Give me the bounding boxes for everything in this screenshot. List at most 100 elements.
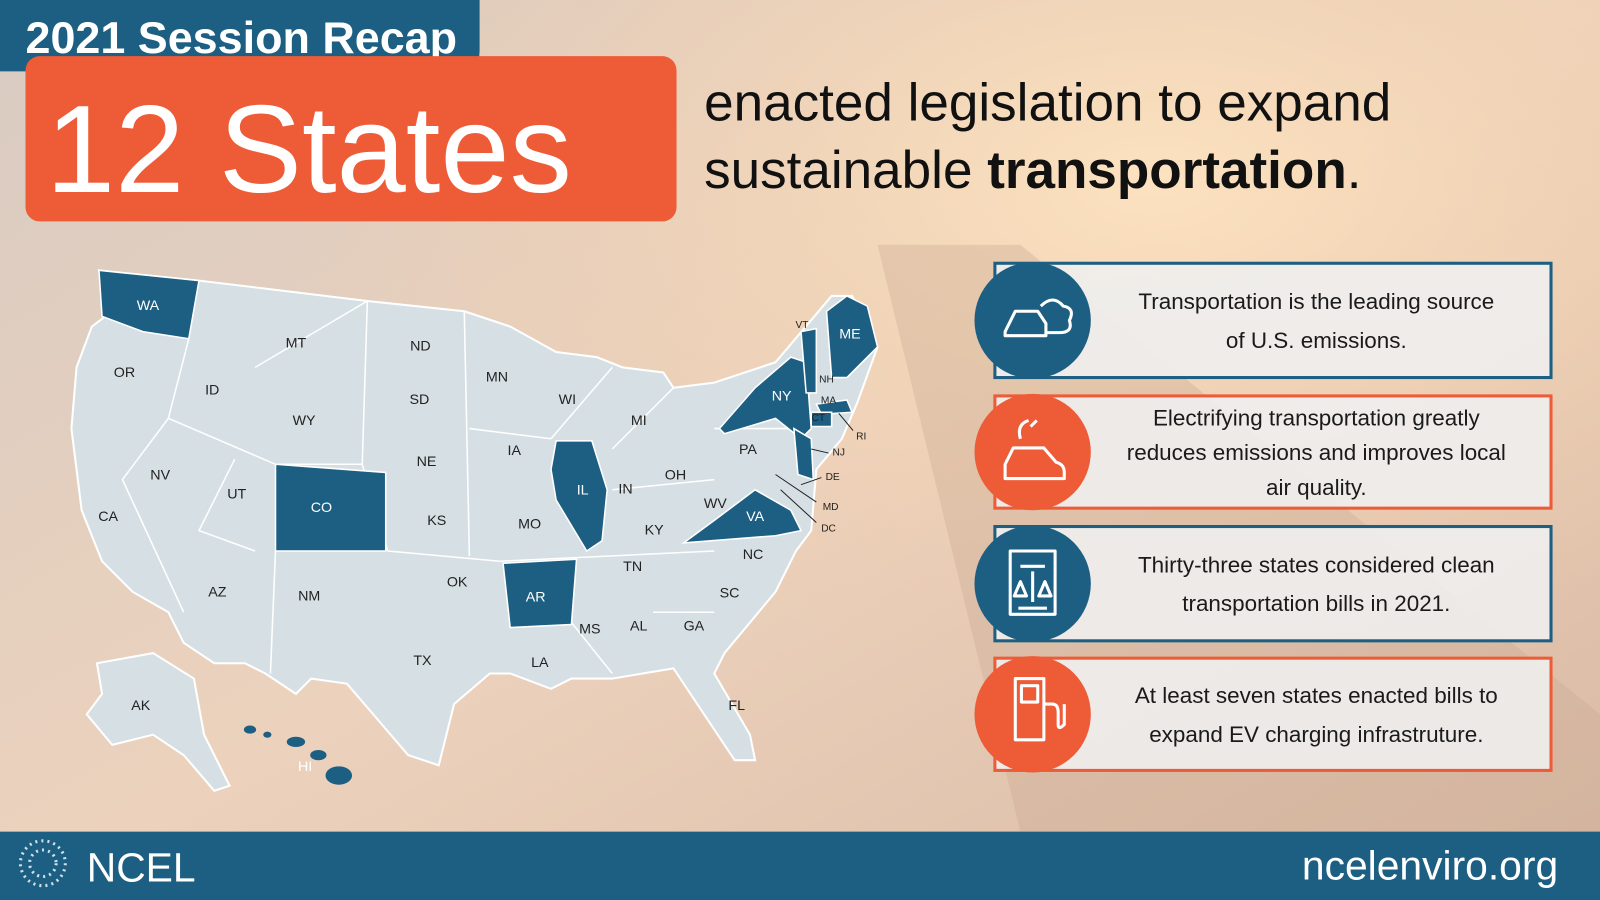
state-shape [243, 725, 257, 734]
state-shape [815, 399, 854, 416]
headline-number: 12 States [46, 80, 572, 219]
state-label: KY [645, 522, 665, 538]
state-label: AL [630, 618, 648, 634]
state-label: MD [823, 502, 839, 513]
state-label: MA [821, 396, 836, 407]
footer-url: ncelenviro.org [1302, 843, 1558, 889]
state-label: IL [577, 483, 589, 499]
state-label: AK [131, 698, 151, 714]
leader-line [775, 474, 817, 503]
state-label: NE [417, 454, 437, 470]
fact-text: Thirty-three states considered clean [1138, 552, 1495, 577]
state-shape [310, 750, 327, 761]
leader-line [838, 412, 854, 431]
state-label: NC [743, 547, 764, 563]
state-label: WY [293, 413, 316, 429]
headline-text: sustainable transportation. [704, 141, 1361, 200]
fact-icon [1008, 549, 1057, 616]
alaska-outline [85, 651, 232, 793]
fact-text: Electrifying transportation greatly [1153, 406, 1481, 431]
state-label: GA [684, 618, 705, 634]
headline-box [25, 56, 677, 222]
state-label: OR [114, 365, 135, 381]
state-label: MI [631, 413, 647, 429]
state-label: MN [486, 369, 508, 385]
state-shape [681, 488, 803, 544]
fact-text: of U.S. emissions. [1226, 328, 1407, 353]
fact-icon-bg [974, 393, 1091, 511]
headline-end: . [1347, 141, 1362, 200]
state-label: TN [623, 559, 642, 575]
state-shape [825, 295, 879, 379]
state-shape [718, 356, 813, 440]
state-label: OH [665, 467, 686, 483]
facts: Transportation is the leading source of U… [974, 261, 1553, 773]
fact-text: expand EV charging infrastruture. [1149, 722, 1483, 747]
logo-ring [28, 848, 58, 879]
state-label: UT [227, 487, 246, 503]
headline-bold: transportation [987, 141, 1347, 200]
state-label: VA [746, 509, 764, 525]
state-label: ID [205, 383, 219, 399]
state-label: WV [704, 496, 727, 512]
leader-line [800, 477, 822, 486]
state-label: NH [819, 374, 834, 385]
fact-icon [1013, 677, 1066, 742]
fact-text: transportation bills in 2021. [1182, 591, 1450, 616]
footer [0, 831, 1600, 900]
state-shape [263, 731, 272, 738]
state-label: ME [839, 326, 860, 342]
state-label: NV [150, 467, 170, 483]
headline-text: enacted legislation to expand [704, 73, 1391, 132]
state-label: IA [508, 443, 522, 459]
fact-icon-bg [974, 262, 1091, 379]
state-label: KS [427, 513, 446, 529]
state-label: WA [137, 298, 160, 314]
state-shape [286, 736, 306, 747]
state-label: DE [826, 472, 840, 483]
state-label: WI [559, 392, 576, 408]
state-label: PA [739, 442, 757, 458]
state-label: VT [796, 320, 809, 331]
state-label: SC [720, 586, 740, 602]
fact-card [993, 656, 1553, 772]
state-borders [121, 300, 796, 674]
fact-icon [1003, 298, 1073, 338]
headline-text: sustainable [704, 141, 987, 200]
leader-line [811, 448, 829, 454]
badge-text: 2021 Session Recap [26, 12, 458, 63]
us-map: WA MT ND MN OR ID SD WI MI WY NE IA PA NV UT CO IL IN OH KS… [70, 269, 879, 793]
footer-brand: NCEL [87, 845, 196, 891]
fact-icon-bg [974, 656, 1091, 773]
leader-line [780, 489, 817, 523]
state-label: TX [413, 653, 432, 669]
logo [18, 839, 67, 888]
state-label: AZ [208, 585, 227, 601]
state-label: RI [856, 431, 866, 442]
state-shape [98, 269, 200, 340]
state-label: AR [526, 590, 546, 606]
state-label: FL [728, 698, 745, 714]
state-shape [550, 440, 608, 553]
state-label: LA [531, 655, 549, 671]
state-label: NM [298, 589, 320, 605]
fact-text: reduces emissions and improves local [1127, 440, 1506, 465]
state-label: MS [579, 621, 600, 637]
state-shape [810, 411, 833, 428]
state-label: IN [618, 482, 632, 498]
state-label: HI [298, 759, 312, 775]
state-label: NJ [833, 448, 845, 459]
state-label: ND [410, 339, 431, 355]
state-shape [800, 327, 818, 394]
state-label: MT [286, 336, 307, 352]
logo-ring [18, 839, 67, 888]
state-shape [274, 463, 387, 552]
fact-text: air quality. [1266, 475, 1367, 500]
state-label: CA [98, 509, 118, 525]
state-label: MO [518, 516, 541, 532]
state-label: NY [772, 389, 792, 405]
fact-text: At least seven states enacted bills to [1135, 683, 1498, 708]
state-label: CT [812, 413, 826, 424]
